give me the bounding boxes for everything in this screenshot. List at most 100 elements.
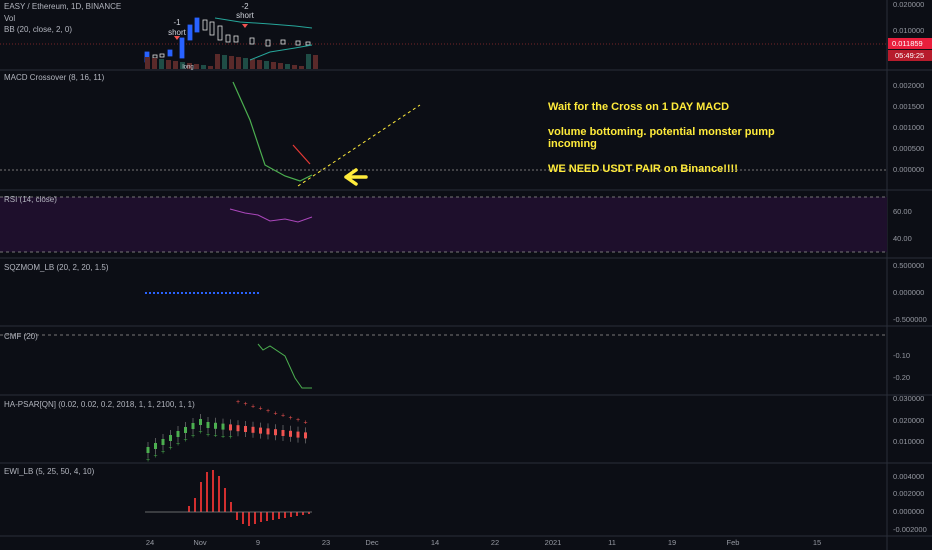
- psar-dot: +: [228, 434, 232, 441]
- signal-line: [292, 144, 311, 165]
- volume-bar: [145, 57, 150, 69]
- note: incoming: [548, 138, 597, 150]
- annotation: -2: [241, 2, 249, 11]
- ha-body: [274, 429, 277, 436]
- ha-body: [251, 426, 255, 433]
- ha-candles: ++++++++ + + + ++ + + + + + + + + +: [146, 399, 308, 464]
- volume-bar: [194, 64, 199, 69]
- psar-dot: +: [303, 420, 307, 427]
- volume-bar: [187, 63, 192, 69]
- ha-body: [244, 426, 247, 432]
- bb-label: BB (20, close, 2, 0): [4, 25, 72, 34]
- volume-bar: [250, 59, 255, 69]
- ha-body: [169, 435, 172, 441]
- volume-bar: [313, 55, 318, 69]
- psar-dot: +: [266, 408, 270, 415]
- pane-label: SQZMOM_LB (20, 2, 20, 1.5): [4, 263, 109, 272]
- annotation: -1: [173, 18, 181, 27]
- ha-body: [161, 439, 165, 445]
- y-tick-label: 0.500000: [893, 261, 924, 270]
- candle: [233, 35, 239, 43]
- y-tick-label: 0.002000: [893, 81, 924, 90]
- ewi-bar: [230, 502, 232, 512]
- ha-body: [191, 423, 195, 429]
- ewi-bar: [308, 512, 310, 514]
- volume-bar: [201, 65, 206, 69]
- ewi-bar: [242, 512, 244, 524]
- ewi-bar: [224, 488, 226, 512]
- y-tick-label: 0.004000: [893, 472, 924, 481]
- x-tick-label: 9: [256, 538, 260, 547]
- psar-dot: +: [191, 433, 195, 440]
- ewi-bar: [194, 498, 196, 512]
- volume-bar: [299, 66, 304, 69]
- volume-bar: [152, 58, 157, 69]
- ewi-bar: [212, 470, 214, 512]
- psar-dot: +: [168, 445, 172, 452]
- ha-body: [289, 430, 292, 437]
- psar-dot: +: [281, 413, 285, 420]
- ewi-bar: [254, 512, 256, 524]
- ha-body: [146, 447, 150, 453]
- y-tick-label: 0.000000: [893, 288, 924, 297]
- x-tick-label: Nov: [193, 538, 207, 547]
- ha-body: [304, 432, 307, 439]
- countdown-tag: [888, 50, 932, 61]
- ewi-bar: [296, 512, 298, 516]
- y-tick-label: 0.020000: [893, 416, 924, 425]
- psar-dot: +: [198, 429, 202, 436]
- y-tick-label: -0.10: [893, 351, 910, 360]
- y-tick-label: -0.002000: [893, 525, 927, 534]
- candle: [159, 53, 165, 58]
- candle: [209, 21, 215, 36]
- volume-bar: [243, 58, 248, 69]
- y-tick-label: 0.030000: [893, 394, 924, 403]
- ewi-bar: [302, 512, 304, 515]
- rsi-band: [0, 197, 887, 252]
- candle: [249, 37, 255, 45]
- x-tick-label: Feb: [727, 538, 740, 547]
- countdown-text: 05:49:25: [895, 51, 924, 60]
- y-tick-label: 0.000000: [893, 507, 924, 516]
- psar-dot: +: [176, 441, 180, 448]
- ha-body: [176, 431, 180, 437]
- y-tick-label: 0.001000: [893, 123, 924, 132]
- psar-dot: +: [288, 415, 292, 422]
- candle: [305, 41, 311, 46]
- ewi-bar: [278, 512, 280, 519]
- y-tick-label: -0.500000: [893, 315, 927, 324]
- pane-label: HA-PSAR[QN] (0.02, 0.02, 0.2, 2018, 1, 1…: [4, 400, 195, 409]
- ewi-bar: [200, 482, 202, 512]
- price-tag-text: 0.011859: [892, 39, 923, 48]
- x-tick-label: Dec: [365, 538, 379, 547]
- y-tick-label: 0.010000: [893, 26, 924, 35]
- psar-dot: +: [243, 401, 247, 408]
- y-tick-label: 0.000000: [893, 165, 924, 174]
- candle: [202, 19, 208, 31]
- note: volume bottoming. potential monster pump: [548, 126, 775, 138]
- ha-body: [259, 427, 262, 434]
- ewi-bar: [260, 512, 262, 522]
- ha-body: [266, 428, 270, 435]
- candles: [144, 17, 318, 69]
- ha-body: [236, 425, 240, 432]
- psar-dot: +: [206, 432, 210, 439]
- x-tick-label: 24: [146, 538, 154, 547]
- psar-dot: +: [153, 453, 157, 460]
- candle: [265, 39, 271, 47]
- ha-body: [184, 427, 187, 433]
- candle: [280, 39, 286, 45]
- ha-body: [199, 419, 202, 425]
- ha-body: [206, 422, 210, 428]
- ha-body: [221, 423, 225, 430]
- volume-bar: [173, 61, 178, 69]
- psar-dot: +: [183, 437, 187, 444]
- ewi-bar: [236, 512, 238, 520]
- symbol-label: EASY / Ethereum, 1D, BINANCE: [4, 2, 121, 11]
- y-tick-label: 40.00: [893, 234, 912, 243]
- candle: [194, 17, 200, 33]
- y-tick-label: 0.010000: [893, 437, 924, 446]
- macd-line: [232, 81, 313, 182]
- bollinger-upper: [214, 17, 313, 29]
